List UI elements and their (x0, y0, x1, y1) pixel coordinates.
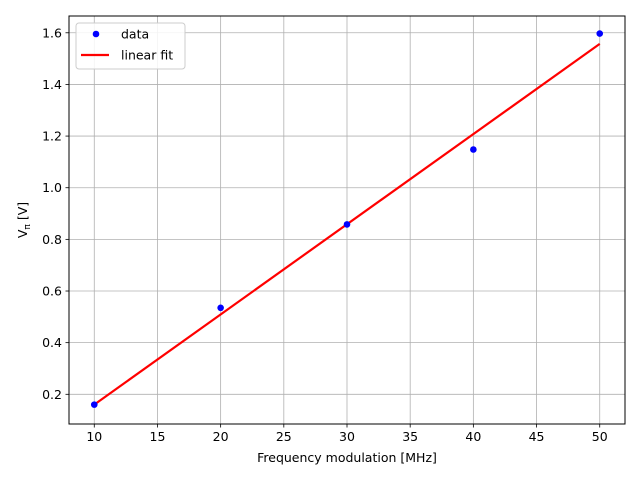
y-axis-ticks: 0.2 0.4 0.6 0.8 1.0 1.2 1.4 1.6 (42, 25, 69, 402)
y-tick-label: 0.6 (42, 284, 62, 299)
x-tick-label: 35 (402, 429, 418, 444)
x-tick-label: 45 (529, 429, 545, 444)
x-axis-ticks: 10 15 20 25 30 35 40 45 50 (86, 424, 608, 444)
data-point (217, 304, 224, 312)
x-axis-label: Frequency modulation [MHz] (257, 450, 437, 465)
grid (69, 16, 625, 424)
y-tick-label: 0.4 (42, 335, 62, 350)
y-tick-label: 1.4 (42, 77, 62, 92)
legend: data linear fit (75, 22, 186, 70)
y-tick-label: 1.6 (42, 25, 62, 40)
legend-box (75, 22, 186, 70)
x-tick-label: 40 (465, 429, 481, 444)
data-point (90, 401, 98, 408)
legend-label: data (121, 27, 149, 42)
y-axis-label: Vπ [V] (15, 202, 33, 238)
y-tick-label: 0.8 (42, 232, 62, 247)
data-point (343, 221, 351, 228)
y-axis-label-unit: [V] (15, 202, 30, 224)
x-tick-label: 25 (276, 429, 292, 444)
y-tick-label: 1.2 (42, 129, 62, 144)
x-tick-label: 20 (213, 429, 229, 444)
data-point (596, 30, 604, 37)
x-tick-label: 15 (150, 429, 166, 444)
y-axis-label-main: V (15, 229, 30, 238)
y-axis-label-sub: π (23, 224, 33, 230)
legend-marker-data (92, 30, 100, 38)
data-point (470, 146, 477, 153)
x-tick-label: 10 (86, 429, 102, 444)
legend-label: linear fit (121, 48, 173, 63)
x-tick-label: 30 (339, 429, 355, 444)
y-tick-label: 0.2 (42, 387, 62, 402)
series-layer (90, 30, 604, 408)
y-tick-label: 1.0 (42, 180, 62, 195)
x-tick-label: 50 (592, 429, 608, 444)
